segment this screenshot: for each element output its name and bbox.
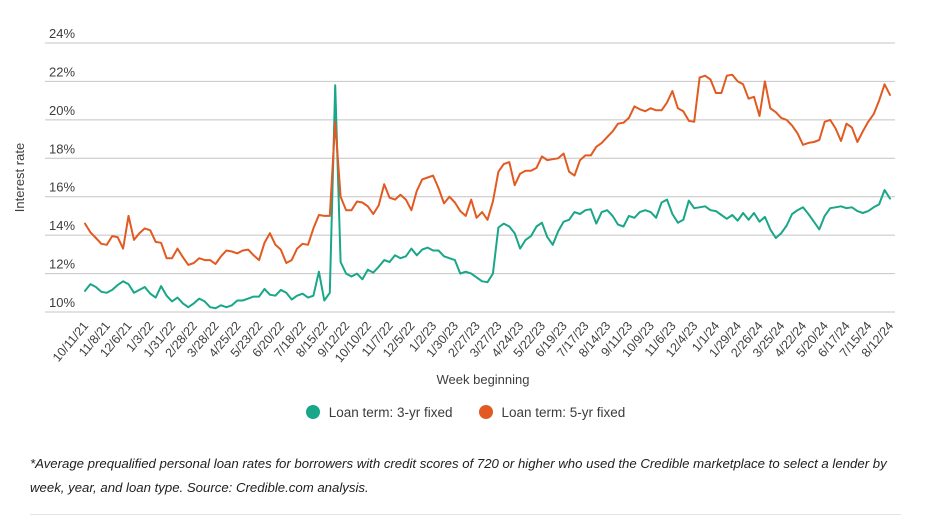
legend-label-5yr: Loan term: 5-yr fixed [501, 404, 626, 420]
series-line-3yr-fixed [84, 84, 891, 310]
y-tick-label: 16% [49, 180, 75, 195]
bottom-divider [30, 514, 901, 515]
x-axis-title: Week beginning [437, 372, 530, 387]
y-tick-label: 14% [49, 218, 75, 233]
y-tick-label: 10% [49, 295, 75, 310]
y-tick-label: 20% [49, 103, 75, 118]
y-tick-label: 18% [49, 141, 75, 156]
y-tick-label: 22% [49, 64, 75, 79]
y-tick-label: 24% [49, 26, 75, 41]
series-line-5yr-fixed [84, 73, 891, 266]
y-tick-label: 12% [49, 257, 75, 272]
legend-dot-5yr-icon [478, 405, 493, 419]
chart-legend: Loan term: 3-yr fixed Loan term: 5-yr fi… [0, 398, 931, 426]
chart-area: 10% 12% 14% 16% 18% 20% 22% 24% Interest rate 10/… [12, 26, 896, 387]
legend-label-3yr: Loan term: 3-yr fixed [328, 404, 453, 420]
loan-rates-line-chart: 10%12%14%16%18%20%22%24%Interest rate10/… [12, 26, 896, 387]
legend-item-5yr: Loan term: 5-yr fixed [478, 404, 626, 420]
legend-dot-3yr-icon [305, 405, 320, 419]
legend-item-3yr: Loan term: 3-yr fixed [305, 404, 453, 420]
source-footnote: *Average prequalified personal loan rate… [30, 456, 887, 495]
y-axis-title: Interest rate [12, 143, 27, 212]
